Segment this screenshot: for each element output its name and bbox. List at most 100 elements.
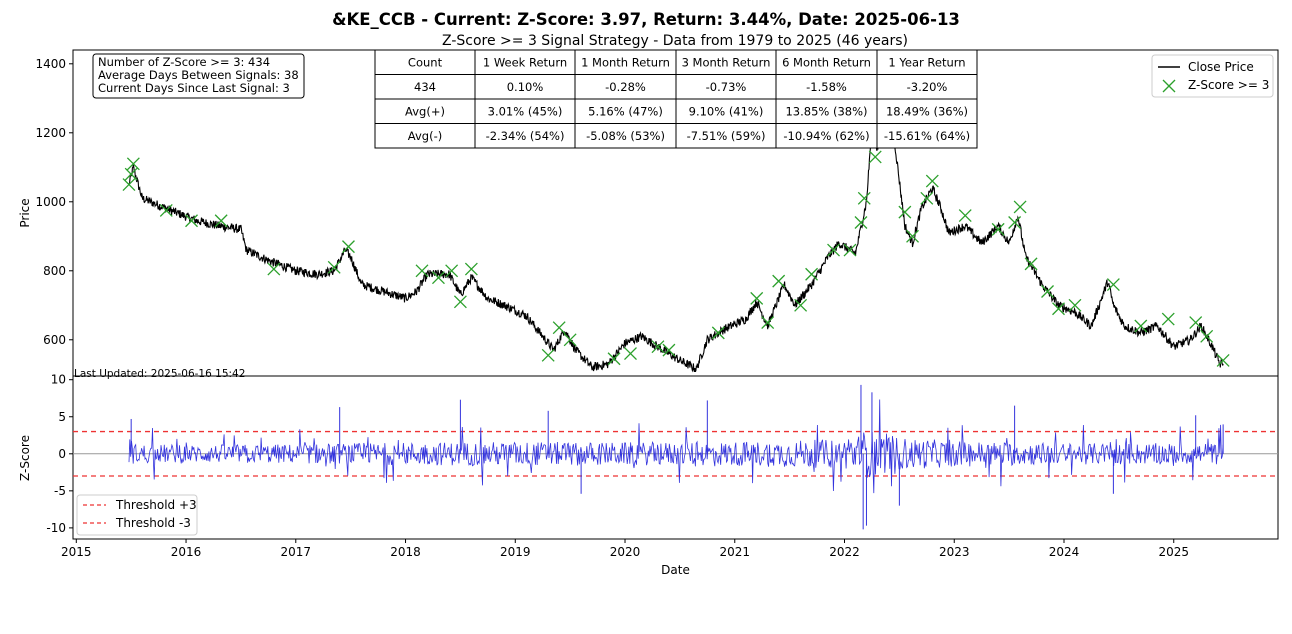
zscore-y-tick-label: 0 — [58, 447, 66, 461]
stats-line-average: Average Days Between Signals: 38 — [98, 68, 299, 82]
table-cell-box — [675, 98, 777, 124]
signal-marker — [1024, 257, 1038, 271]
signal-marker — [342, 240, 355, 254]
signal-marker — [267, 262, 281, 276]
signal-marker — [750, 291, 764, 305]
zscore-y-tick-label: -5 — [54, 484, 66, 498]
table-cell: 5.16% (47%) — [588, 105, 663, 119]
zscore-y-tick-label: 10 — [51, 373, 66, 387]
signal-marker — [843, 243, 857, 257]
signal-marker — [761, 316, 775, 329]
x-axis-label: Date — [661, 563, 690, 577]
signal-marker — [1008, 216, 1022, 229]
table-header-cell: Count — [408, 56, 443, 70]
stats-box-frame — [92, 53, 305, 99]
x-tick-label: 2025 — [1158, 545, 1189, 559]
table-cell-box — [374, 123, 476, 149]
signal-marker — [1200, 329, 1214, 343]
table-cell-box — [574, 74, 677, 100]
table-cell: -7.51% (59%) — [687, 129, 766, 143]
signal-marker — [1068, 298, 1082, 312]
signal-marker — [906, 229, 920, 243]
table-cell: -0.73% — [706, 80, 747, 94]
table-cell: -15.61% (64%) — [884, 129, 970, 143]
table-cell-box — [876, 49, 978, 75]
signal-marker — [958, 209, 972, 223]
signal-marker — [541, 348, 555, 362]
stats-box: Number of Z-Score >= 3: 434 Average Days… — [92, 53, 305, 99]
signal-marker — [122, 178, 136, 191]
signal-marker — [159, 203, 173, 217]
table-cell: -2.34% (54%) — [486, 129, 565, 143]
table-cell-box — [675, 123, 777, 149]
signal-marker — [857, 191, 871, 205]
x-tick-label: 2019 — [500, 545, 531, 559]
table-cell: -0.28% — [605, 80, 646, 94]
zscore-y-tick-label: 5 — [58, 410, 66, 424]
signal-marker — [651, 340, 665, 354]
x-tick-label: 2018 — [390, 545, 421, 559]
signal-marker — [1013, 200, 1027, 214]
table-cell: -10.94% (62%) — [783, 129, 869, 143]
signal-marker — [214, 214, 228, 228]
signal-marker — [1161, 312, 1175, 326]
price-y-tick-label: 1400 — [35, 57, 66, 71]
signal-legend-label: Z-Score >= 3 — [1188, 78, 1269, 92]
signal-marker — [453, 295, 467, 309]
price-legend: Close Price Z-Score >= 3 — [1151, 54, 1274, 98]
signal-marker — [711, 326, 725, 340]
table-cell: 18.49% (36%) — [886, 105, 968, 119]
table-cell-box — [876, 98, 978, 124]
signal-marker — [1189, 316, 1203, 329]
x-tick-label: 2020 — [610, 545, 641, 559]
signal-marker — [431, 271, 445, 285]
table-cell: 3.01% (45%) — [488, 105, 563, 119]
table-cell-box — [775, 98, 878, 124]
signal-marker — [126, 157, 140, 171]
table-cell: 0.10% — [507, 80, 544, 94]
signal-marker — [327, 260, 341, 274]
zscore-line — [128, 399, 1224, 494]
table-cell-box — [374, 74, 476, 100]
table-cell: Avg(-) — [408, 129, 442, 143]
table-cell: -1.58% — [806, 80, 847, 94]
x-tick-label: 2022 — [829, 545, 860, 559]
x-tick-label: 2023 — [939, 545, 970, 559]
signal-marker — [464, 262, 478, 276]
signal-marker — [415, 264, 429, 278]
last-updated-text: Last Updated: 2025-06-16 15:42 — [74, 368, 245, 380]
stats-line-count: Number of Z-Score >= 3: 434 — [98, 55, 270, 69]
zscore-y-tick-label: -10 — [46, 521, 66, 535]
price-y-tick-label: 800 — [43, 264, 66, 278]
table-cell-box — [775, 74, 878, 100]
x-tick-label: 2021 — [719, 545, 750, 559]
threshold-legend-frame — [76, 494, 198, 536]
threshold-minus-legend-label: Threshold -3 — [115, 516, 191, 530]
signal-marker — [185, 214, 198, 228]
signal-legend-marker — [1162, 79, 1176, 93]
x-tick-label: 2016 — [171, 545, 202, 559]
signal-marker — [854, 216, 868, 229]
price-y-tick-label: 600 — [43, 333, 66, 347]
signal-marker — [662, 343, 676, 357]
close-price-line — [128, 83, 1224, 373]
signal-marker — [772, 274, 786, 288]
signal-marker — [1052, 302, 1065, 316]
table-cell: 434 — [414, 80, 436, 94]
chart-title: &KE_CCB - Current: Z-Score: 3.97, Return… — [332, 10, 960, 29]
table-cell: Avg(+) — [405, 105, 445, 119]
table-header-cell: 1 Month Return — [581, 56, 670, 70]
signal-marker — [607, 352, 621, 366]
table-cell: -5.08% (53%) — [586, 129, 665, 143]
signal-marker — [1041, 285, 1054, 298]
table-header-cell: 3 Month Return — [682, 56, 771, 70]
table-cell-box — [675, 74, 777, 100]
price-y-tick-label: 1200 — [35, 126, 66, 140]
close-price-legend-label: Close Price — [1188, 60, 1254, 74]
signal-marker — [794, 298, 808, 312]
table-cell-box — [876, 123, 978, 149]
signal-marker — [991, 222, 1005, 236]
table-cell-box — [775, 49, 878, 75]
signal-marker — [827, 243, 840, 257]
